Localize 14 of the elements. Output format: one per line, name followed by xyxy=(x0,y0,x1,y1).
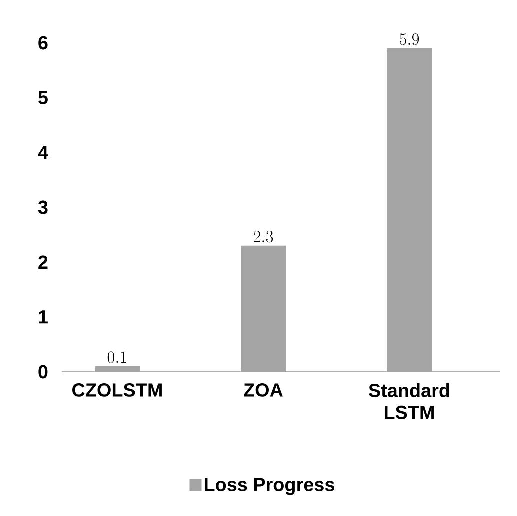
x-tick-label: Standard LSTM xyxy=(369,384,450,420)
x-tick-label: ZOA xyxy=(244,384,283,397)
y-tick-label: 4 xyxy=(38,146,48,160)
y-tick-label: 3 xyxy=(38,200,48,214)
y-tick-label: 2 xyxy=(38,256,48,269)
y-tick-label: 6 xyxy=(38,36,48,50)
y-tick-label: 5 xyxy=(38,91,48,104)
y-tick-label: 1 xyxy=(39,310,48,324)
data-label: 2.3 xyxy=(254,230,274,243)
data-label: 0. 1 xyxy=(108,352,126,364)
data-label: 5.9 xyxy=(400,34,420,46)
y-tick-label: 0 xyxy=(38,365,48,379)
x-tick-label: CZOLSTM xyxy=(72,384,162,397)
legend-label: Loss Progress xyxy=(205,478,334,496)
